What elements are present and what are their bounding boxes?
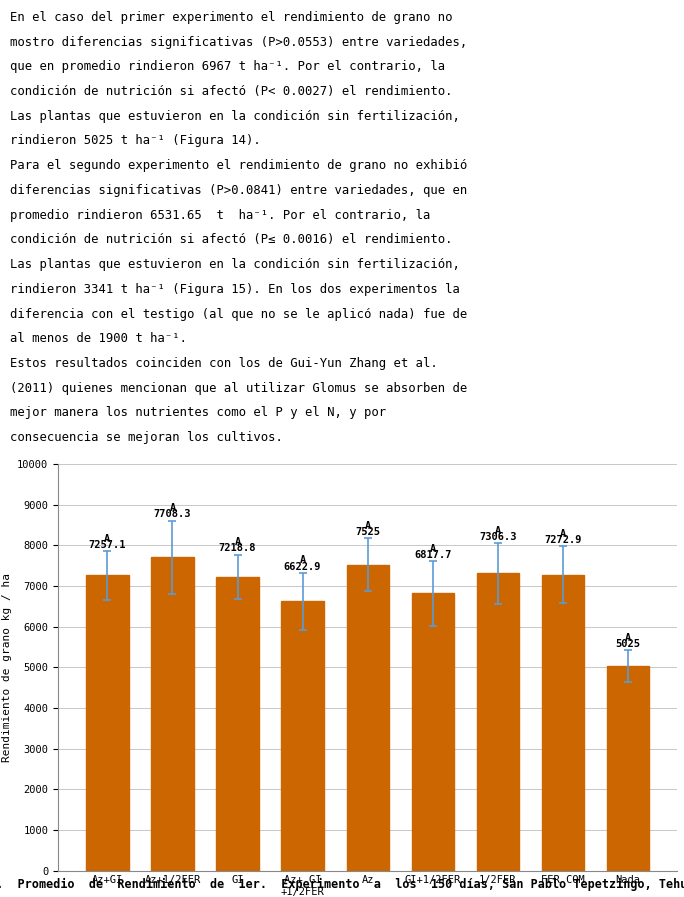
Text: A: A: [365, 521, 371, 531]
Bar: [86, 576, 129, 870]
Bar: [281, 601, 324, 870]
Text: A: A: [300, 555, 306, 565]
Text: A: A: [104, 534, 111, 544]
Text: mostro diferencias significativas (P>0.0553) entre variedades,: mostro diferencias significativas (P>0.0…: [10, 36, 467, 48]
Bar: [607, 666, 649, 870]
Text: condición de nutrición si afectó (P< 0.0027) el rendimiento.: condición de nutrición si afectó (P< 0.0…: [10, 85, 453, 98]
Text: rindieron 3341 t ha⁻¹ (Figura 15). En los dos experimentos la: rindieron 3341 t ha⁻¹ (Figura 15). En lo…: [10, 283, 460, 296]
Text: A: A: [170, 503, 176, 513]
Text: mejor manera los nutrientes como el P y el N, y por: mejor manera los nutrientes como el P y …: [10, 406, 386, 420]
Text: Las plantas que estuvieron en la condición sin fertilización,: Las plantas que estuvieron en la condici…: [10, 109, 460, 123]
Text: A: A: [560, 529, 566, 539]
Text: 7257.1: 7257.1: [89, 540, 126, 550]
Text: diferencia con el testigo (al que no se le aplicó nada) fue de: diferencia con el testigo (al que no se …: [10, 308, 467, 320]
Text: En el caso del primer experimento el rendimiento de grano no: En el caso del primer experimento el ren…: [10, 11, 453, 24]
Bar: [477, 573, 519, 870]
Text: 7306.3: 7306.3: [479, 532, 516, 542]
Text: 7708.3: 7708.3: [154, 509, 192, 519]
Text: Estos resultados coinciden con los de Gui-Yun Zhang et al.: Estos resultados coinciden con los de Gu…: [10, 357, 438, 370]
Text: A: A: [495, 526, 501, 536]
Text: Para el segundo experimento el rendimiento de grano no exhibió: Para el segundo experimento el rendimien…: [10, 159, 467, 172]
Text: A: A: [235, 537, 241, 547]
Text: que en promedio rindieron 6967 t ha⁻¹. Por el contrario, la: que en promedio rindieron 6967 t ha⁻¹. P…: [10, 60, 445, 74]
Text: rindieron 5025 t ha⁻¹ (Figura 14).: rindieron 5025 t ha⁻¹ (Figura 14).: [10, 135, 261, 147]
Text: 7525: 7525: [355, 527, 380, 537]
Text: 7272.9: 7272.9: [544, 536, 581, 545]
Bar: [412, 593, 454, 870]
Text: al menos de 1900 t ha⁻¹.: al menos de 1900 t ha⁻¹.: [10, 332, 187, 345]
Text: A: A: [624, 632, 631, 642]
Bar: [347, 564, 389, 870]
Text: 6622.9: 6622.9: [284, 562, 321, 571]
Text: (2011) quienes mencionan que al utilizar Glomus se absorben de: (2011) quienes mencionan que al utilizar…: [10, 382, 467, 395]
Bar: [151, 557, 194, 870]
Text: A: A: [430, 544, 436, 553]
Text: 5025: 5025: [616, 639, 640, 649]
Text: 6817.7: 6817.7: [414, 550, 451, 560]
Text: consecuencia se mejoran los cultivos.: consecuencia se mejoran los cultivos.: [10, 431, 283, 444]
Y-axis label: Rendimiento de grano kg / ha: Rendimiento de grano kg / ha: [1, 573, 12, 762]
Text: condición de nutrición si afectó (P≤ 0.0016) el rendimiento.: condición de nutrición si afectó (P≤ 0.0…: [10, 233, 453, 247]
Text: Las plantas que estuvieron en la condición sin fertilización,: Las plantas que estuvieron en la condici…: [10, 258, 460, 271]
Bar: [216, 577, 259, 870]
Text: Figura  12.  Promedio  de  Rendimiento  de  1er.  Experimento  a  los  150 días,: Figura 12. Promedio de Rendimiento de 1e…: [0, 878, 684, 892]
Text: 7218.8: 7218.8: [219, 544, 256, 553]
Text: promedio rindieron 6531.65  t  ha⁻¹. Por el contrario, la: promedio rindieron 6531.65 t ha⁻¹. Por e…: [10, 209, 430, 222]
Bar: [542, 575, 584, 870]
Text: diferencias significativas (P>0.0841) entre variedades, que en: diferencias significativas (P>0.0841) en…: [10, 184, 467, 197]
